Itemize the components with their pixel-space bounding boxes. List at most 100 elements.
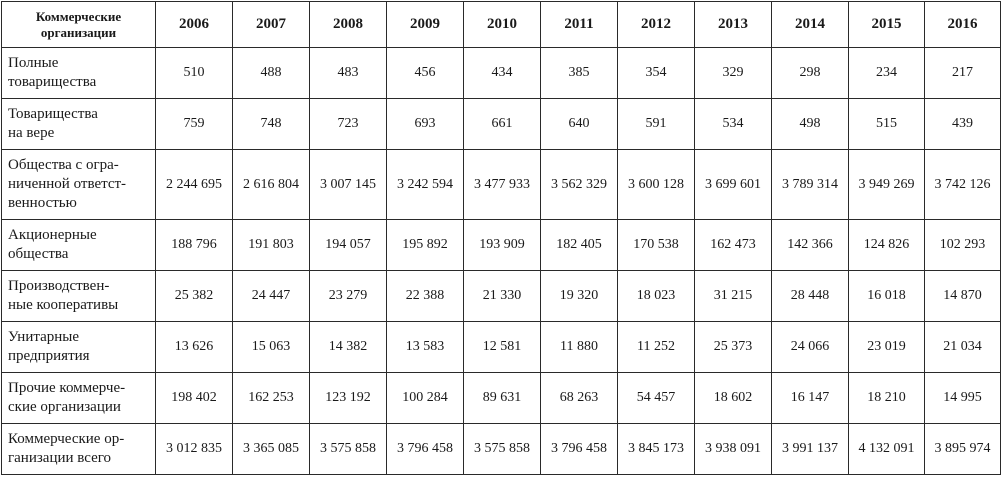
value-cell: 100 284 [386,372,464,424]
table-row: Производствен- ные кооперативы 25 382 24… [1,270,1001,322]
value-cell: 15 063 [232,321,310,373]
value-cell: 434 [463,47,541,99]
value-cell: 193 909 [463,219,541,271]
value-cell: 498 [771,98,849,150]
row-label-line: Полные [8,55,59,71]
value-cell: 3 699 601 [694,149,772,220]
value-cell: 195 892 [386,219,464,271]
value-cell: 3 789 314 [771,149,849,220]
table-row: Общества с огра- ниченной ответст- венно… [1,149,1001,220]
row-label-line: товарищества [8,74,97,90]
row-label-line: Прочие коммерче- [8,380,126,396]
value-cell: 3 562 329 [540,149,618,220]
row-label-line: Коммерческие ор- [8,431,125,447]
value-cell: 3 600 128 [617,149,695,220]
row-label-line: на вере [8,125,55,141]
value-cell: 21 034 [924,321,1001,373]
row-label: Полные товарищества [1,47,156,99]
table-row: Акционерные общества 188 796 191 803 194… [1,219,1001,271]
value-cell: 68 263 [540,372,618,424]
value-cell: 3 845 173 [617,423,695,475]
value-cell: 3 575 858 [309,423,387,475]
value-cell: 18 023 [617,270,695,322]
row-label-line: ганизации всего [8,450,112,466]
value-cell: 3 242 594 [386,149,464,220]
value-cell: 298 [771,47,849,99]
value-cell: 748 [232,98,310,150]
value-cell: 24 066 [771,321,849,373]
value-cell: 19 320 [540,270,618,322]
row-label-line: Унитарные [8,329,80,345]
value-cell: 123 192 [309,372,387,424]
value-cell: 16 147 [771,372,849,424]
value-cell: 385 [540,47,618,99]
value-cell: 488 [232,47,310,99]
row-label-line: Производствен- [8,278,110,294]
value-cell: 142 366 [771,219,849,271]
header-label-line-2: организации [40,24,117,40]
value-cell: 182 405 [540,219,618,271]
row-label-line: ские организации [8,399,121,415]
value-cell: 162 253 [232,372,310,424]
year-header: 2007 [232,1,310,48]
value-cell: 3 575 858 [463,423,541,475]
value-cell: 18 602 [694,372,772,424]
value-cell: 534 [694,98,772,150]
value-cell: 191 803 [232,219,310,271]
value-cell: 12 581 [463,321,541,373]
value-cell: 16 018 [848,270,925,322]
value-cell: 3 938 091 [694,423,772,475]
value-cell: 3 477 933 [463,149,541,220]
value-cell: 2 616 804 [232,149,310,220]
year-header: 2010 [463,1,541,48]
row-label: Производствен- ные кооперативы [1,270,156,322]
value-cell: 3 796 458 [540,423,618,475]
value-cell: 188 796 [155,219,233,271]
value-cell: 354 [617,47,695,99]
header-label-line-1: Коммерческие [35,8,122,24]
row-label: Акционерные общества [1,219,156,271]
value-cell: 3 365 085 [232,423,310,475]
table-row: Товарищества на вере 759 748 723 693 661… [1,98,1001,150]
year-header: 2016 [924,1,1001,48]
year-header: 2015 [848,1,925,48]
value-cell: 162 473 [694,219,772,271]
value-cell: 329 [694,47,772,99]
row-label: Коммерческие ор- ганизации всего [1,423,156,475]
year-header: 2006 [155,1,233,48]
value-cell: 25 373 [694,321,772,373]
value-cell: 3 991 137 [771,423,849,475]
row-label: Товарищества на вере [1,98,156,150]
value-cell: 3 949 269 [848,149,925,220]
value-cell: 25 382 [155,270,233,322]
value-cell: 3 012 835 [155,423,233,475]
value-cell: 14 382 [309,321,387,373]
value-cell: 723 [309,98,387,150]
row-label-line: венностью [8,195,77,211]
value-cell: 3 742 126 [924,149,1001,220]
table-row: Прочие коммерче- ские организации 198 40… [1,372,1001,424]
value-cell: 3 007 145 [309,149,387,220]
value-cell: 21 330 [463,270,541,322]
year-header: 2013 [694,1,772,48]
value-cell: 439 [924,98,1001,150]
value-cell: 24 447 [232,270,310,322]
row-label: Унитарные предприятия [1,321,156,373]
value-cell: 198 402 [155,372,233,424]
header-row: Коммерческие организации 2006 2007 2008 … [1,1,1001,48]
value-cell: 13 626 [155,321,233,373]
value-cell: 515 [848,98,925,150]
value-cell: 13 583 [386,321,464,373]
value-cell: 4 132 091 [848,423,925,475]
header-label-cell: Коммерческие организации [1,1,156,48]
value-cell: 217 [924,47,1001,99]
row-label-line: Товарищества [8,106,98,122]
value-cell: 11 252 [617,321,695,373]
value-cell: 510 [155,47,233,99]
value-cell: 170 538 [617,219,695,271]
value-cell: 23 279 [309,270,387,322]
value-cell: 89 631 [463,372,541,424]
value-cell: 693 [386,98,464,150]
row-label-line: Общества с огра- [8,157,119,173]
